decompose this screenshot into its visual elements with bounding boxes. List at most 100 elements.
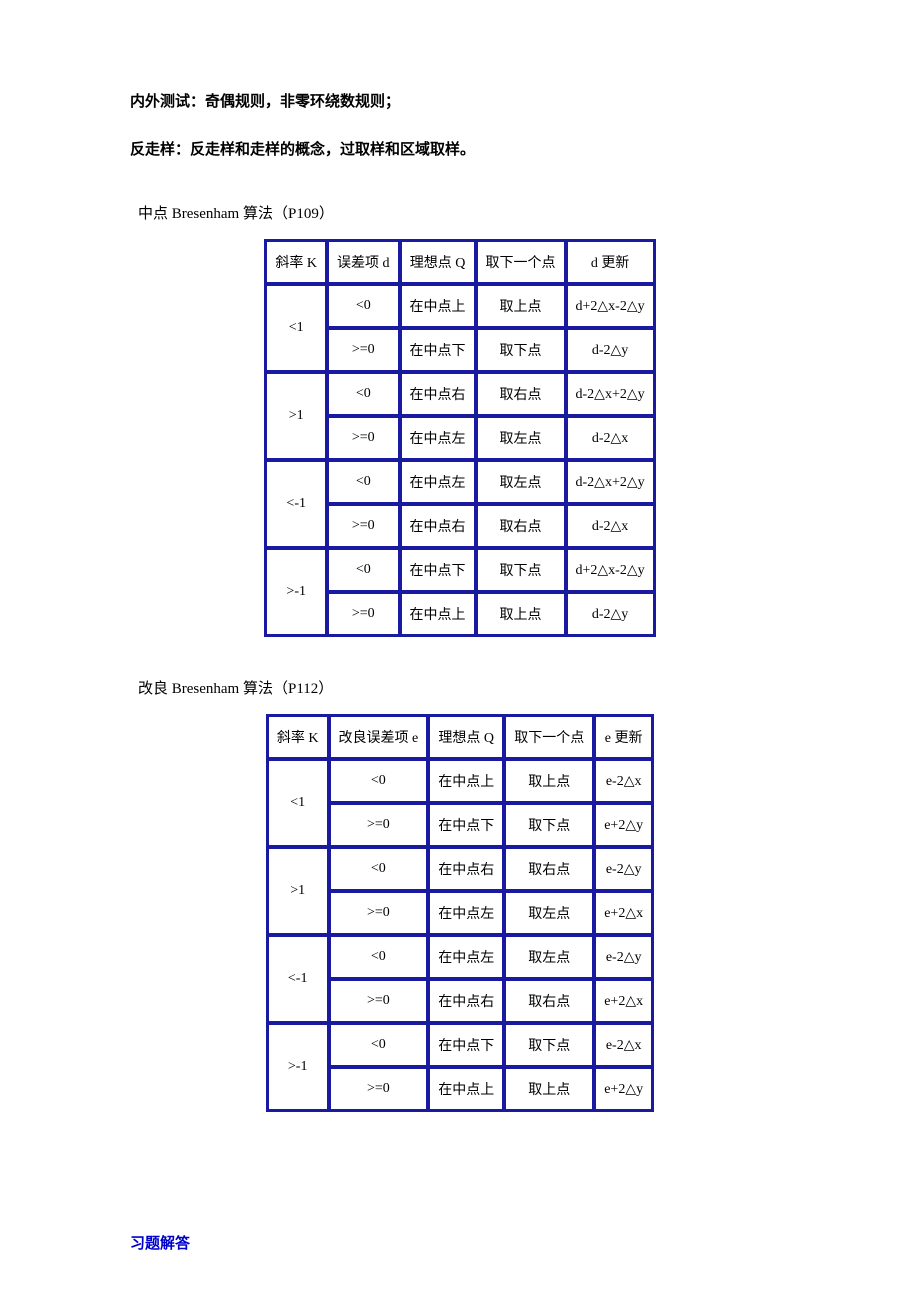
cell-slope: <1: [268, 760, 328, 846]
cell-ideal: 在中点左: [401, 417, 475, 459]
cell-update: e+2△y: [595, 1068, 652, 1110]
cell-next: 取左点: [505, 936, 593, 978]
table-row: >1 <0 在中点右 取右点 e-2△y: [268, 848, 652, 890]
cell-update: e-2△y: [595, 936, 652, 978]
cell-ideal: 在中点下: [429, 1024, 503, 1066]
cell-ideal: 在中点下: [401, 329, 475, 371]
midpoint-bresenham-table: 斜率 K 误差项 d 理想点 Q 取下一个点 d 更新 <1 <0 在中点上 取…: [264, 239, 655, 637]
cell-update: e-2△y: [595, 848, 652, 890]
cell-update: d-2△x+2△y: [567, 373, 654, 415]
cell-update: d-2△y: [567, 329, 654, 371]
cell-next: 取上点: [505, 760, 593, 802]
cell-next: 取右点: [477, 505, 565, 547]
cell-ideal: 在中点下: [429, 804, 503, 846]
cell-error: <0: [330, 1024, 428, 1066]
col-header-error: 改良误差项 e: [330, 716, 428, 758]
cell-slope: <1: [266, 285, 326, 371]
cell-slope: >1: [266, 373, 326, 459]
table-row: 斜率 K 改良误差项 e 理想点 Q 取下一个点 e 更新: [268, 716, 652, 758]
cell-error: <0: [330, 848, 428, 890]
table1-title: 中点 Bresenham 算法（P109）: [138, 202, 790, 223]
cell-ideal: 在中点左: [401, 461, 475, 503]
cell-error: >=0: [328, 505, 399, 547]
cell-error: >=0: [330, 1068, 428, 1110]
cell-update: d+2△x-2△y: [567, 285, 654, 327]
paragraph-antialiasing: 反走样：反走样和走样的概念，过取样和区域取样。: [130, 138, 790, 162]
cell-next: 取上点: [477, 593, 565, 635]
cell-update: d+2△x-2△y: [567, 549, 654, 591]
cell-ideal: 在中点下: [401, 549, 475, 591]
cell-next: 取左点: [477, 417, 565, 459]
cell-slope: <-1: [266, 461, 326, 547]
cell-next: 取下点: [505, 1024, 593, 1066]
cell-update: e+2△x: [595, 980, 652, 1022]
cell-error: <0: [328, 285, 399, 327]
improved-bresenham-table: 斜率 K 改良误差项 e 理想点 Q 取下一个点 e 更新 <1 <0 在中点上…: [266, 714, 654, 1112]
col-header-next: 取下一个点: [477, 241, 565, 283]
cell-ideal: 在中点上: [401, 593, 475, 635]
cell-update: d-2△y: [567, 593, 654, 635]
cell-error: >=0: [328, 417, 399, 459]
cell-next: 取左点: [477, 461, 565, 503]
table-row: >-1 <0 在中点下 取下点 d+2△x-2△y: [266, 549, 653, 591]
cell-error: <0: [328, 549, 399, 591]
cell-slope: >-1: [268, 1024, 328, 1110]
exercises-heading: 习题解答: [130, 1232, 790, 1253]
cell-error: >=0: [330, 892, 428, 934]
cell-next: 取左点: [505, 892, 593, 934]
table-row: <1 <0 在中点上 取上点 e-2△x: [268, 760, 652, 802]
cell-next: 取右点: [477, 373, 565, 415]
col-header-ideal: 理想点 Q: [429, 716, 503, 758]
cell-ideal: 在中点右: [401, 373, 475, 415]
cell-error: <0: [328, 373, 399, 415]
cell-error: <0: [328, 461, 399, 503]
col-header-slope: 斜率 K: [268, 716, 328, 758]
col-header-next: 取下一个点: [505, 716, 593, 758]
cell-slope: <-1: [268, 936, 328, 1022]
cell-next: 取上点: [477, 285, 565, 327]
col-header-update: d 更新: [567, 241, 654, 283]
table2-title: 改良 Bresenham 算法（P112）: [138, 677, 790, 698]
cell-ideal: 在中点上: [401, 285, 475, 327]
col-header-ideal: 理想点 Q: [401, 241, 475, 283]
cell-next: 取右点: [505, 848, 593, 890]
cell-ideal: 在中点右: [401, 505, 475, 547]
table-row: <1 <0 在中点上 取上点 d+2△x-2△y: [266, 285, 653, 327]
col-header-error: 误差项 d: [328, 241, 399, 283]
cell-ideal: 在中点左: [429, 936, 503, 978]
cell-next: 取下点: [477, 549, 565, 591]
cell-error: >=0: [330, 980, 428, 1022]
cell-update: d-2△x+2△y: [567, 461, 654, 503]
cell-update: e-2△x: [595, 1024, 652, 1066]
cell-update: d-2△x: [567, 417, 654, 459]
table-row: <-1 <0 在中点左 取左点 e-2△y: [268, 936, 652, 978]
cell-slope: >-1: [266, 549, 326, 635]
cell-next: 取下点: [505, 804, 593, 846]
col-header-update: e 更新: [595, 716, 652, 758]
cell-update: d-2△x: [567, 505, 654, 547]
cell-update: e+2△y: [595, 804, 652, 846]
document-page: 内外测试：奇偶规则，非零环绕数规则； 反走样：反走样和走样的概念，过取样和区域取…: [0, 0, 920, 1313]
cell-next: 取上点: [505, 1068, 593, 1110]
cell-ideal: 在中点右: [429, 848, 503, 890]
cell-error: <0: [330, 936, 428, 978]
cell-next: 取右点: [505, 980, 593, 1022]
table-row: 斜率 K 误差项 d 理想点 Q 取下一个点 d 更新: [266, 241, 653, 283]
cell-slope: >1: [268, 848, 328, 934]
paragraph-inside-outside-test: 内外测试：奇偶规则，非零环绕数规则；: [130, 90, 790, 114]
cell-error: >=0: [330, 804, 428, 846]
cell-error: <0: [330, 760, 428, 802]
cell-error: >=0: [328, 329, 399, 371]
cell-next: 取下点: [477, 329, 565, 371]
cell-error: >=0: [328, 593, 399, 635]
cell-ideal: 在中点左: [429, 892, 503, 934]
cell-ideal: 在中点上: [429, 1068, 503, 1110]
table-row: <-1 <0 在中点左 取左点 d-2△x+2△y: [266, 461, 653, 503]
table-row: >1 <0 在中点右 取右点 d-2△x+2△y: [266, 373, 653, 415]
cell-ideal: 在中点右: [429, 980, 503, 1022]
col-header-slope: 斜率 K: [266, 241, 326, 283]
cell-update: e+2△x: [595, 892, 652, 934]
cell-ideal: 在中点上: [429, 760, 503, 802]
cell-update: e-2△x: [595, 760, 652, 802]
table-row: >-1 <0 在中点下 取下点 e-2△x: [268, 1024, 652, 1066]
